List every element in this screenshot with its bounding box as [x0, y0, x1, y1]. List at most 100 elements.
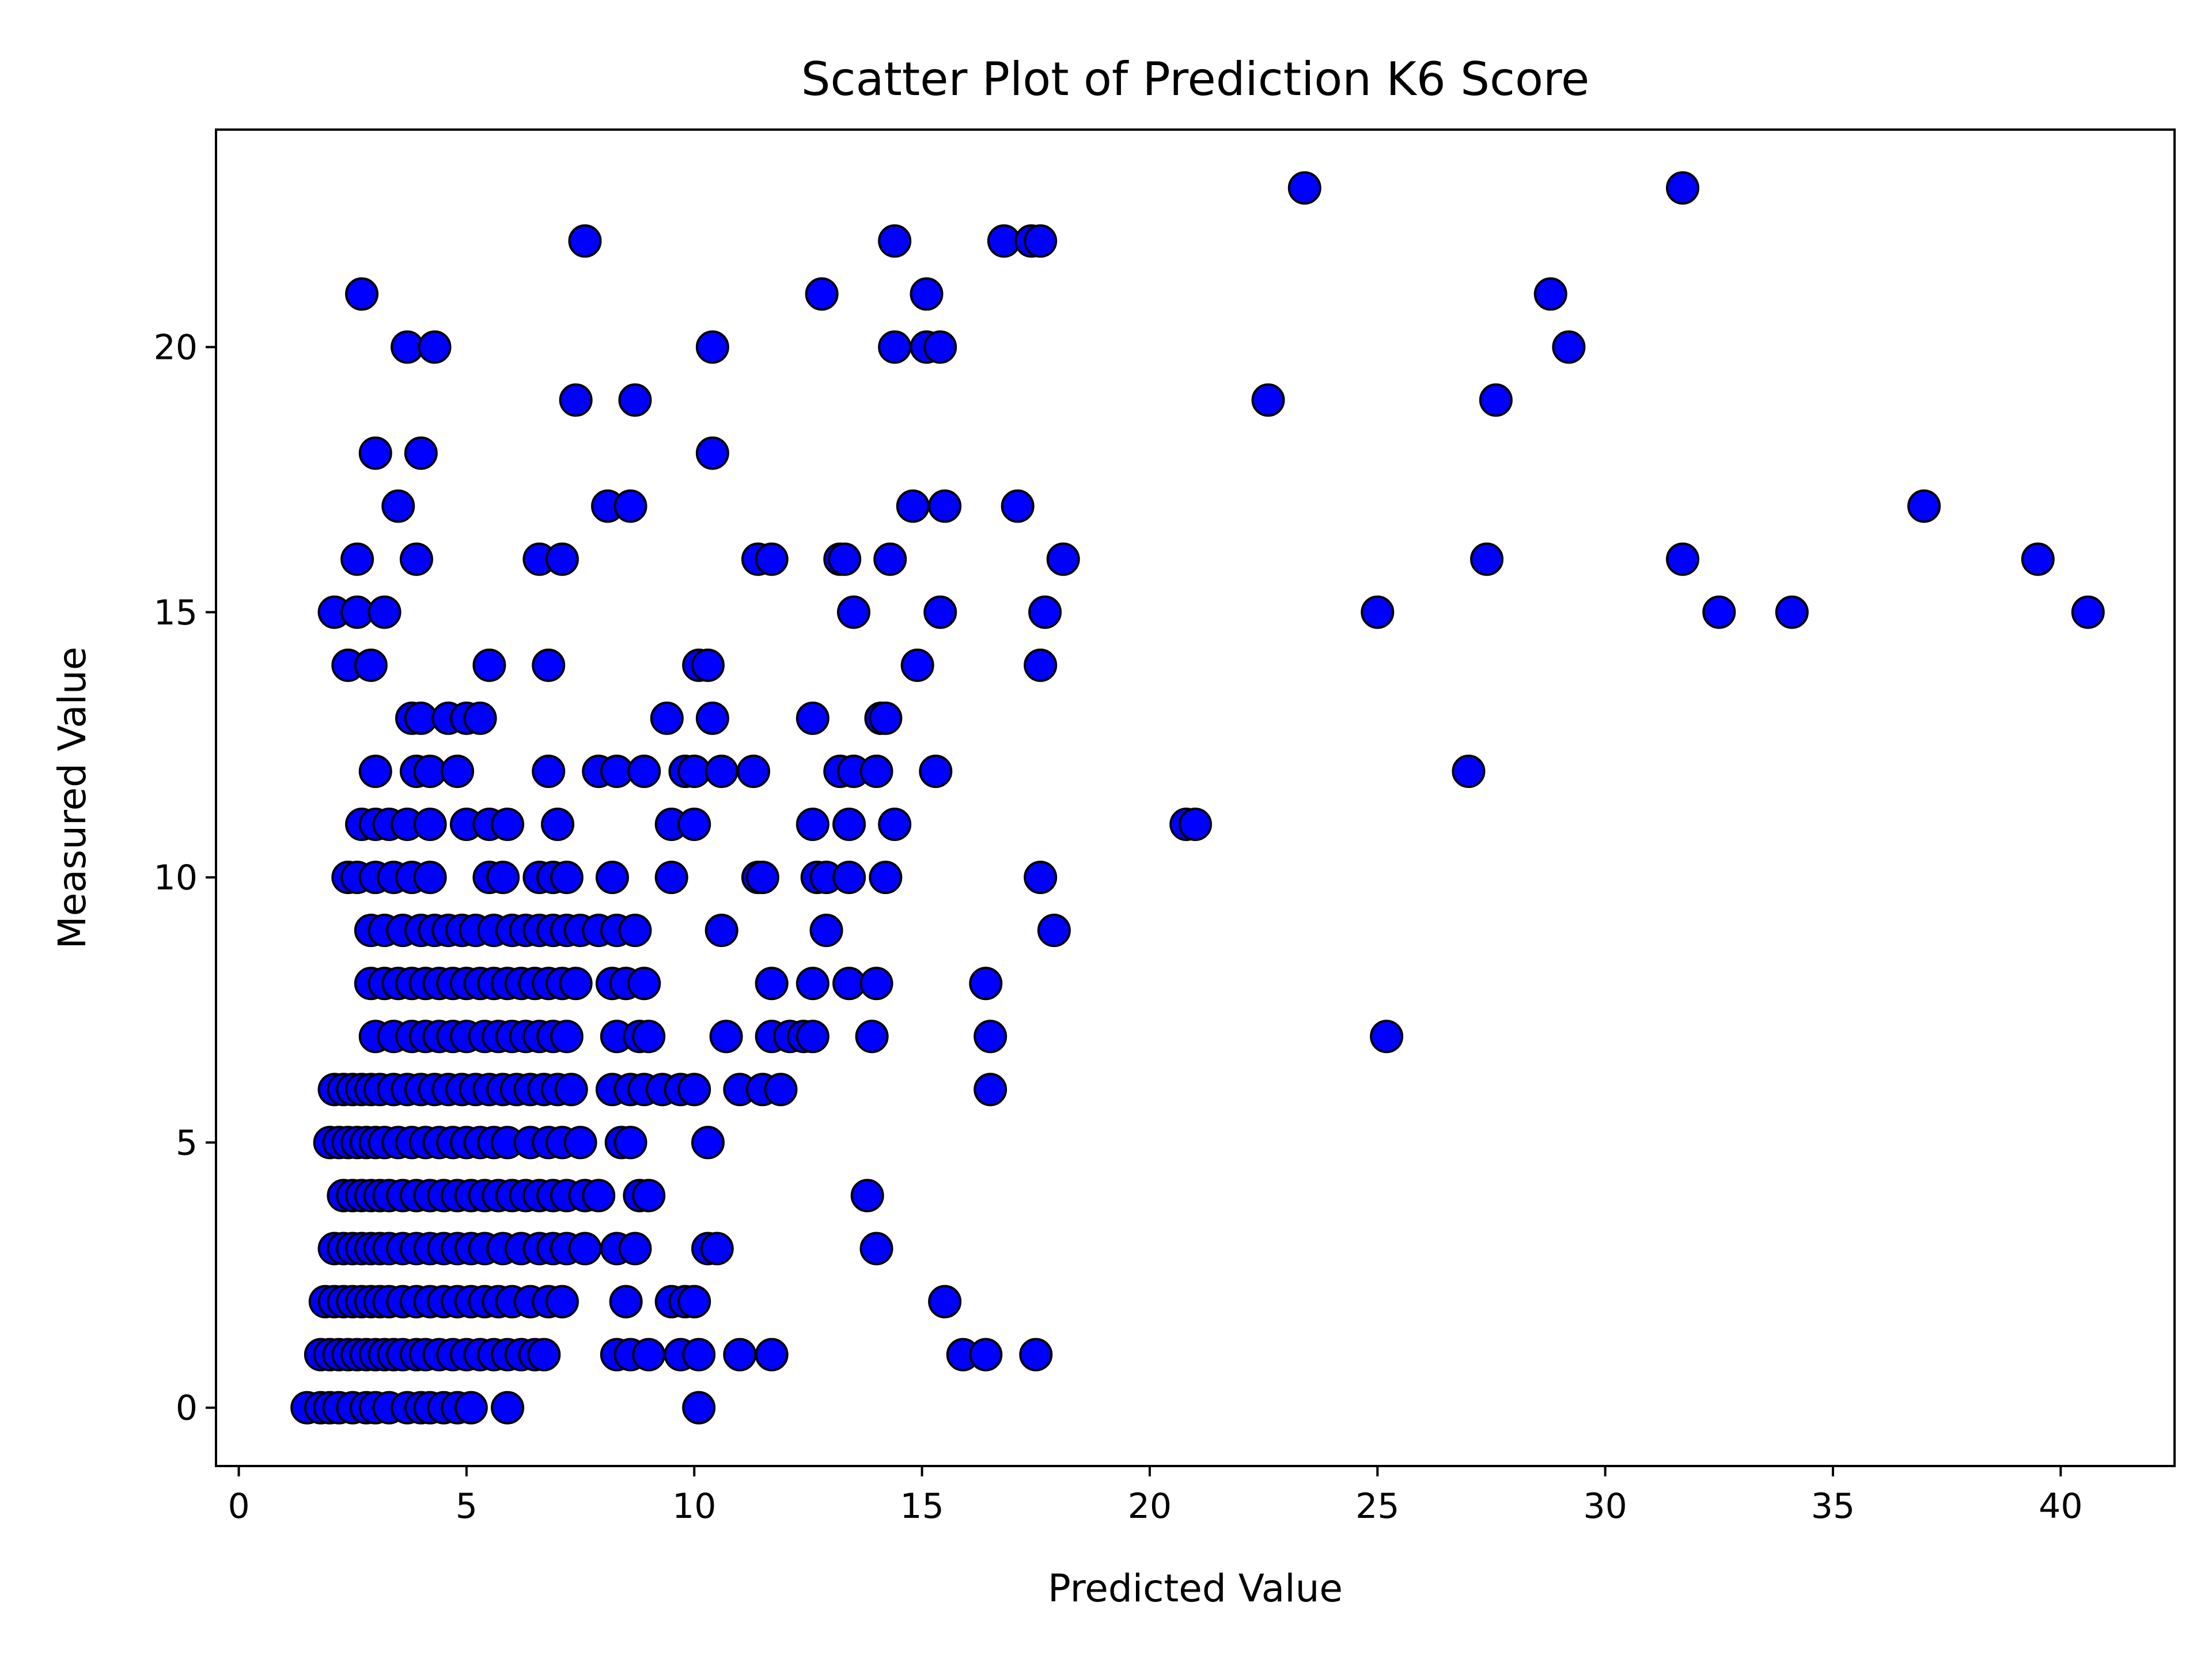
data-point [654, 861, 688, 895]
data-point [677, 1285, 711, 1319]
data-point [632, 1338, 666, 1372]
data-point [796, 701, 830, 735]
data-point [609, 1285, 643, 1319]
data-point [568, 1232, 602, 1266]
data-point [682, 1391, 716, 1425]
data-point [1479, 383, 1513, 417]
data-point [755, 1338, 789, 1372]
data-point [618, 914, 652, 948]
data-point [1028, 595, 1062, 629]
data-point [723, 1338, 757, 1372]
data-point [541, 808, 575, 842]
data-point [381, 489, 415, 523]
data-point [1024, 861, 1058, 895]
data-point [532, 648, 566, 682]
data-point [1251, 383, 1285, 417]
data-point [677, 1073, 711, 1107]
data-point [859, 1232, 893, 1266]
data-point [527, 1338, 561, 1372]
x-axis: 0 5 10 15 20 25 30 35 40 [228, 1466, 2083, 1527]
data-point [869, 701, 903, 735]
data-point [545, 1285, 579, 1319]
data-point [836, 595, 870, 629]
data-point [358, 436, 392, 470]
data-point [1775, 595, 1809, 629]
data-point [859, 754, 893, 788]
data-point [859, 967, 893, 1001]
y-tick-label: 15 [154, 593, 198, 633]
x-tick-label: 10 [672, 1486, 716, 1527]
data-point [472, 648, 506, 682]
data-point [613, 489, 647, 523]
data-point [919, 754, 953, 788]
data-point [855, 1020, 889, 1054]
data-point [809, 914, 843, 948]
data-point [878, 808, 912, 842]
data-point [869, 861, 903, 895]
data-point [345, 277, 379, 311]
data-point [650, 701, 684, 735]
data-point [805, 277, 839, 311]
data-point [368, 595, 402, 629]
data-point [695, 436, 729, 470]
data-point [463, 701, 497, 735]
data-point [1452, 754, 1486, 788]
data-point [832, 861, 866, 895]
data-point [1024, 648, 1058, 682]
data-point [613, 1126, 647, 1160]
data-point [969, 1338, 1003, 1372]
data-point [404, 436, 438, 470]
data-point [2071, 595, 2105, 629]
data-point [900, 648, 934, 682]
x-tick-label: 25 [1355, 1486, 1399, 1527]
data-point [704, 754, 738, 788]
data-point [441, 754, 475, 788]
data-point [923, 330, 957, 364]
data-point [974, 1073, 1007, 1107]
data-point [568, 224, 602, 258]
data-point [832, 808, 866, 842]
data-point [700, 1232, 734, 1266]
x-axis-label: Predicted Value [1048, 1566, 1343, 1611]
data-point [873, 542, 907, 576]
data-point [910, 277, 944, 311]
points-layer [290, 171, 2105, 1425]
data-point [796, 1020, 830, 1054]
data-point [896, 489, 930, 523]
data-point [1001, 489, 1035, 523]
data-point [399, 542, 433, 576]
x-tick-label: 40 [2039, 1486, 2082, 1527]
data-point [974, 1020, 1007, 1054]
data-point [618, 1232, 652, 1266]
data-point [1361, 595, 1395, 629]
x-tick-label: 5 [456, 1486, 478, 1527]
data-point [704, 914, 738, 948]
data-point [563, 1126, 597, 1160]
data-point [1046, 542, 1080, 576]
x-tick-label: 15 [900, 1486, 944, 1527]
y-tick-label: 0 [176, 1388, 198, 1429]
data-point [691, 1126, 725, 1160]
y-tick-label: 5 [176, 1123, 198, 1163]
x-tick-label: 0 [228, 1486, 249, 1527]
data-point [1179, 808, 1212, 842]
data-point [413, 861, 447, 895]
data-point [928, 1285, 962, 1319]
data-point [928, 489, 962, 523]
data-point [737, 754, 771, 788]
data-point [618, 383, 652, 417]
data-point [677, 808, 711, 842]
data-point [627, 754, 661, 788]
data-point [828, 542, 862, 576]
data-point [1666, 542, 1700, 576]
data-point [550, 861, 584, 895]
data-point [745, 861, 779, 895]
data-point [632, 1020, 666, 1054]
data-point [796, 967, 830, 1001]
data-point [755, 967, 789, 1001]
data-point [632, 1179, 666, 1213]
data-point [695, 330, 729, 364]
data-point [532, 754, 566, 788]
x-tick-label: 20 [1128, 1486, 1172, 1527]
